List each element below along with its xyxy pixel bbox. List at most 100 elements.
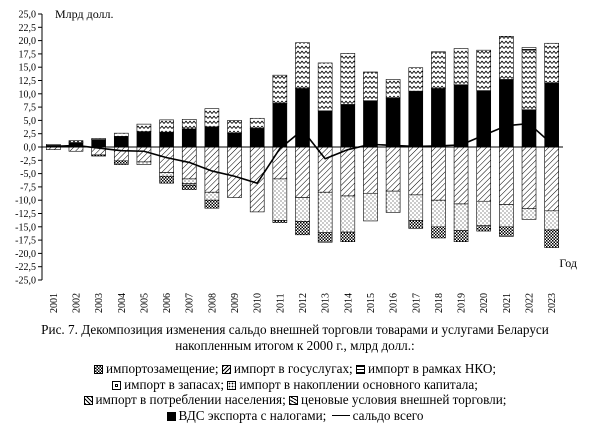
bar-segment (431, 88, 446, 148)
legend-swatch (356, 365, 366, 374)
x-axis-title: Год (559, 256, 577, 270)
bar-segment (204, 191, 220, 201)
bar-segment (227, 120, 242, 134)
x-tick-label: 2005 (139, 293, 150, 313)
bar-segment (91, 154, 106, 157)
legend-label: импорт в потреблении населения; (95, 392, 286, 408)
bar-segment (431, 146, 446, 201)
legend-swatch (166, 411, 176, 421)
bar-segment (476, 225, 492, 232)
legend-swatch (93, 365, 103, 374)
y-tick-label: 5,0 (24, 116, 37, 127)
legend-item: импорт в запасах; (112, 377, 224, 392)
x-tick-label: 2019 (457, 293, 468, 313)
bar-segment (159, 172, 174, 177)
bar-segment (453, 203, 469, 231)
x-tick-label: 2022 (525, 293, 536, 313)
bar-segment (453, 48, 469, 86)
bar-segment (317, 146, 333, 193)
legend: импортозамещение; импорт в госуслугах; и… (0, 361, 590, 423)
x-tick-label: 2009 (230, 293, 241, 313)
bar-segment (431, 226, 446, 239)
bar-segment (408, 67, 424, 92)
bar-segment (544, 42, 559, 84)
bar-segment (385, 190, 401, 213)
bar-segment (227, 132, 242, 148)
x-tick-label: 2016 (389, 293, 400, 313)
bar-segment (295, 146, 310, 198)
bar-segment (521, 146, 537, 210)
x-tick-label: 2020 (479, 293, 490, 313)
bar-segment (385, 97, 401, 148)
bar-segment (136, 131, 152, 148)
legend-label: импортозамещение; (105, 361, 219, 376)
bar-segment (204, 199, 220, 209)
caption-line-1: Рис. 7. Декомпозиция изменения сальдо вн… (41, 322, 549, 337)
x-tick-label: 2001 (49, 293, 60, 313)
bar-segment (46, 144, 61, 146)
bar-segment (136, 161, 152, 165)
x-tick-label: 2021 (502, 293, 513, 313)
y-tick-label: -17,5 (15, 236, 36, 247)
bar-segment (272, 103, 288, 148)
bar-segment (68, 140, 84, 144)
bar-segment (476, 90, 492, 148)
bar-segment (408, 90, 424, 148)
y-tick-label: 25,0 (19, 10, 37, 21)
bar-segment (295, 42, 310, 89)
legend-label: сальдо всего (352, 407, 424, 423)
bar-segment (113, 132, 129, 137)
legend-swatch (221, 365, 231, 374)
y-tick-label: 7,5 (24, 103, 37, 114)
bar-segment (272, 178, 288, 221)
bar-segment (385, 79, 401, 99)
bar-segment (499, 204, 514, 228)
bar-segment (317, 191, 333, 233)
x-tick-label: 2008 (207, 293, 218, 313)
bar-segment (499, 146, 514, 205)
bar-segment (340, 146, 356, 197)
legend-row: импорт в потреблении населения; ценовые … (0, 392, 590, 408)
y-tick-label: -22,5 (15, 262, 36, 273)
bar-segment (68, 146, 84, 152)
legend-swatch (112, 380, 122, 390)
legend-label: импорт в запасах; (124, 376, 225, 392)
legend-label: импорт в госуслугах; (233, 361, 353, 376)
bar-segment (136, 123, 152, 132)
y-tick-label: 20,0 (19, 36, 37, 47)
caption-line-2: накопленным итогом к 2000 г., млрд долл.… (175, 337, 415, 353)
legend-row: импортозамещение; импорт в госуслугах; и… (0, 361, 590, 377)
legend-item: импорт в госуслугах; (219, 361, 353, 376)
legend-swatch (83, 396, 93, 406)
bar-segment (159, 146, 174, 173)
bar-segment (136, 146, 152, 163)
legend-row: импорт в запасах; импорт в накоплении ос… (0, 377, 590, 393)
legend-row: ВДС экспорта с налогами; сальдо всего (0, 408, 590, 424)
bar-segment (499, 226, 514, 237)
bar-segment (476, 146, 492, 202)
bar-segment (363, 192, 378, 222)
bar-segment (295, 221, 310, 236)
bar-segment (272, 220, 288, 223)
bar-segment (317, 62, 333, 112)
y-tick-label: -10,0 (15, 196, 36, 207)
x-tick-label: 2007 (185, 293, 196, 313)
bar-segment (521, 208, 537, 220)
bar-segment (431, 199, 446, 228)
bar-segment (453, 146, 469, 205)
bar-segment (181, 128, 197, 148)
x-tick-label: 2023 (547, 293, 558, 313)
bar-segment (408, 146, 424, 196)
bar-segment (249, 117, 265, 129)
legend-swatch (289, 396, 299, 406)
bar-segment (317, 232, 333, 243)
y-tick-label: -7,5 (20, 182, 36, 193)
x-tick-label: 2006 (162, 293, 173, 313)
bar-segment (159, 119, 174, 133)
bar-segment (340, 104, 356, 148)
legend-label: импорт в накоплении основного капитала; (239, 376, 478, 392)
bar-segment (272, 74, 288, 104)
bar-segment (181, 178, 197, 185)
legend-item: импорт в накоплении основного капитала; (224, 377, 478, 392)
y-tick-label: 10,0 (19, 89, 37, 100)
